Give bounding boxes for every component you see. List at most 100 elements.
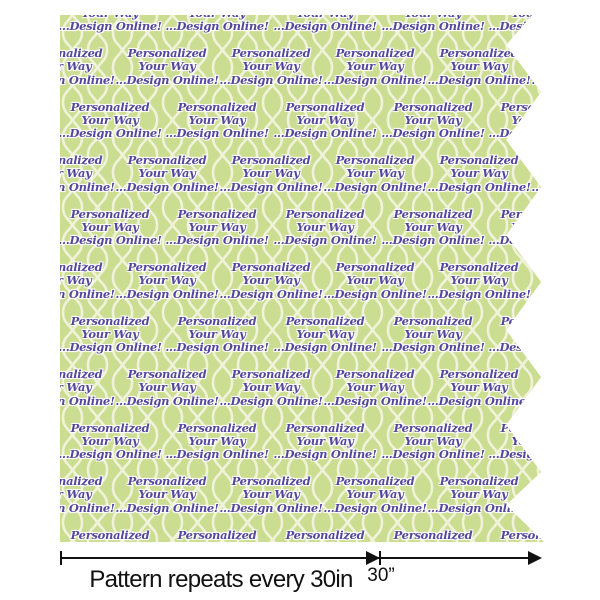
pattern-text-line: Your Way	[188, 219, 246, 234]
quatrefoil-pattern-svg	[60, 15, 544, 542]
pattern-text-line: Your Way	[404, 5, 462, 20]
pattern-text-line: ...Design Online!	[273, 233, 377, 248]
pattern-text-line: ...Design Online!	[488, 126, 592, 141]
pattern-text-line: Your Way	[346, 166, 404, 181]
pattern-text-line: Personalized	[335, 153, 415, 167]
pattern-text-line: ...Design Online!	[531, 286, 599, 301]
pattern-text-line: Your Way	[450, 59, 508, 74]
pattern-text-line: Personalized	[335, 260, 415, 274]
pattern-text-line: Personalized	[439, 474, 519, 488]
pattern-text-line: ...Design Online!	[58, 340, 162, 355]
pattern-text-line: ...Design Online!	[165, 447, 269, 462]
pattern-text-line: ...Design Online!	[115, 72, 219, 87]
pattern-text-line: Personalized	[285, 420, 365, 435]
pattern-text-line: Your Way	[34, 166, 92, 181]
pattern-text-line: Personalized	[285, 313, 365, 328]
pattern-text-line: Your Way	[138, 380, 196, 395]
pattern-text-line: Your Way	[531, 381, 544, 394]
pattern-text-line: Personalized	[543, 153, 600, 167]
pattern-text-line: ...Design Online!	[273, 126, 377, 141]
pattern-text-line: Your Way	[242, 380, 300, 395]
pattern-text-line: Personalized	[543, 474, 600, 488]
pattern-text-line: Your Way	[81, 540, 139, 555]
pattern-text-line: Your Way	[242, 166, 300, 181]
pattern-text-line: Personalized	[177, 420, 257, 435]
pattern-text-line: ...Design Online!	[165, 126, 269, 141]
pattern-text-line: Your Way	[81, 326, 139, 341]
pattern-text-line: ...Design Online!	[531, 72, 599, 87]
pattern-text-line: ...Design Online!	[115, 179, 219, 194]
dimension-line	[61, 557, 539, 559]
pattern-text-line: Your Way	[138, 487, 196, 502]
pattern-text-line: ...Design Online!	[165, 340, 269, 355]
pattern-text-line: Your Way	[450, 273, 508, 288]
pattern-text-line: Personalized	[23, 46, 103, 60]
pattern-text-line: Personalized	[488, 0, 591, 7]
pattern-text-line: ...Design Online!	[323, 179, 427, 194]
pattern-text-line: Your Way	[188, 5, 246, 20]
pattern-text-line: Personalized	[439, 367, 519, 381]
pattern-text-line: ...Design Online!	[323, 500, 427, 515]
pattern-text-line: Your Way	[242, 487, 300, 502]
pattern-text-line: ...Design Online!	[58, 233, 162, 248]
pattern-text-line: Your Way	[346, 59, 404, 74]
pattern-text-line: Your Way	[296, 219, 354, 234]
pattern-text-line: Your Way	[81, 112, 139, 127]
pattern-text-line: ...Design Online!	[11, 500, 115, 515]
repeat-caption: Pattern repeats every 30in	[89, 566, 353, 593]
pattern-text-line: Personalized	[231, 474, 311, 488]
pattern-text-line: Your Way	[34, 59, 92, 74]
pattern-text-line: ...Design Online!	[381, 340, 485, 355]
pattern-text-line: ...Design Online!	[381, 233, 485, 248]
pattern-text-line: Your Way	[450, 487, 508, 502]
pattern-text-line: Personalized	[70, 527, 150, 542]
pattern-text-line: Your Way	[188, 540, 246, 555]
pattern-text-line: ...Design Online!	[115, 393, 219, 408]
pattern-text-line: Your Way	[34, 380, 92, 395]
pattern-text-line: Personalized	[500, 206, 580, 221]
pattern-text-line: Personalized	[177, 206, 257, 221]
pattern-text-line: Your Way	[511, 433, 569, 448]
pattern-text-line: Your Way	[242, 59, 300, 74]
pattern-text-line: Your Way	[81, 219, 139, 234]
pattern-text-line: Personalized	[543, 46, 600, 60]
pattern-text-line: ...Design Online!	[58, 447, 162, 462]
pattern-text-line: Personalized	[335, 367, 415, 381]
pattern-text-line: ...Design Online!	[488, 340, 592, 355]
pattern-text-line: Your Way	[296, 540, 354, 555]
pattern-text-line: Personalized	[500, 420, 580, 435]
pattern-text-line: Personalized	[393, 420, 473, 435]
pattern-text-line: ...Design Online!	[219, 500, 323, 515]
pattern-text-line: Your Way	[138, 273, 196, 288]
pattern-text-line: Your Way	[531, 274, 544, 287]
pattern-text-line: ...Design Online!	[323, 72, 427, 87]
pattern-text-line: Personalized	[177, 99, 257, 114]
pattern-text-line: ...Design Online!	[273, 19, 377, 34]
pattern-text-line: ...Design Online!	[488, 233, 592, 248]
pattern-text-line: ...Design Online!	[427, 179, 531, 194]
